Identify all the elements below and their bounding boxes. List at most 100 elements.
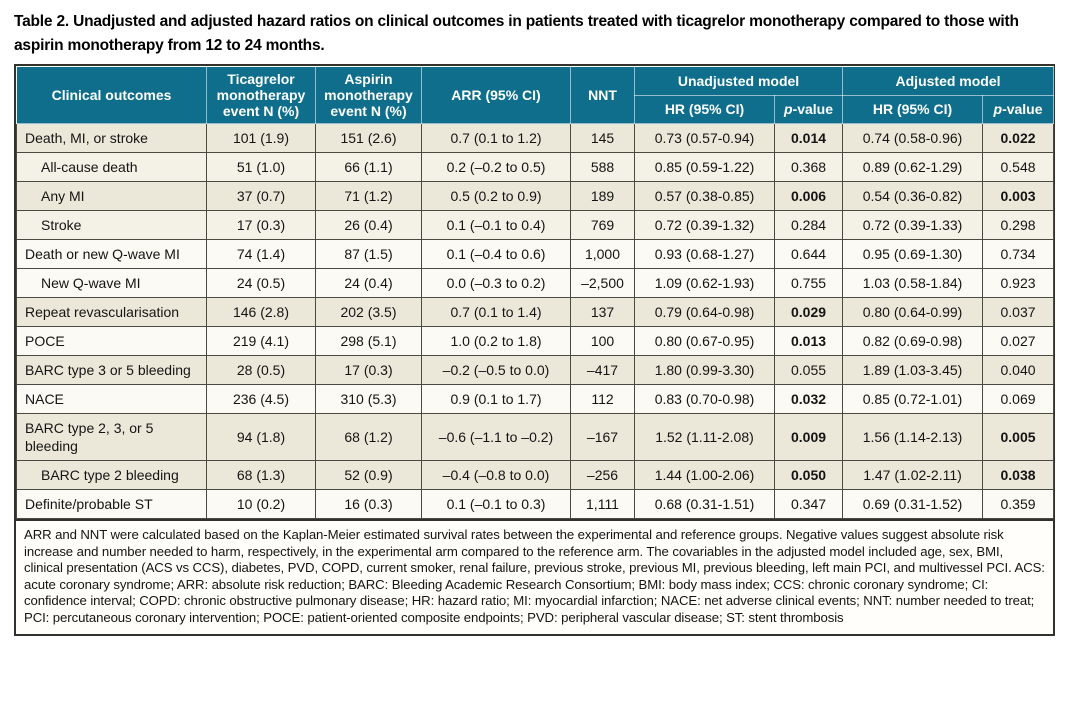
- cell-arr: 0.1 (–0.1 to 0.3): [421, 489, 571, 519]
- cell-ticagrelor-events: 68 (1.3): [206, 460, 316, 490]
- cell-nnt: 145: [570, 123, 635, 153]
- col-header-ticagrelor-monotherapy: Ticagrelor monotherapy event N (%): [206, 66, 316, 124]
- cell-adjusted-p-value: 0.548: [982, 152, 1055, 182]
- cell-aspirin-events: 16 (0.3): [315, 489, 422, 519]
- cell-arr: 0.9 (0.1 to 1.7): [421, 384, 571, 414]
- cell-adjusted-hr: 0.72 (0.39-1.33): [842, 210, 984, 240]
- table-row: New Q-wave MI 24 (0.5) 24 (0.4) 0.0 (–0.3 t…: [16, 268, 1055, 298]
- cell-adjusted-p-value: 0.037: [982, 297, 1055, 327]
- cell-outcome: BARC type 2 bleeding: [16, 460, 207, 490]
- cell-aspirin-events: 87 (1.5): [315, 239, 422, 269]
- cell-adjusted-p-value: 0.038: [982, 460, 1055, 490]
- cell-nnt: –417: [570, 355, 635, 385]
- cell-unadjusted-hr: 0.93 (0.68-1.27): [634, 239, 775, 269]
- cell-ticagrelor-events: 10 (0.2): [206, 489, 316, 519]
- cell-aspirin-events: 66 (1.1): [315, 152, 422, 182]
- cell-adjusted-hr: 1.47 (1.02-2.11): [842, 460, 984, 490]
- cell-aspirin-events: 24 (0.4): [315, 268, 422, 298]
- cell-arr: –0.6 (–1.1 to –0.2): [421, 413, 571, 461]
- table-row: POCE 219 (4.1) 298 (5.1) 1.0 (0.2 to 1.8) 10…: [16, 326, 1055, 356]
- cell-unadjusted-hr: 0.68 (0.31-1.51): [634, 489, 775, 519]
- cell-adjusted-p-value: 0.734: [982, 239, 1055, 269]
- cell-unadjusted-hr: 0.57 (0.38-0.85): [634, 181, 775, 211]
- cell-arr: 1.0 (0.2 to 1.8): [421, 326, 571, 356]
- table-row: All-cause death 51 (1.0) 66 (1.1) 0.2 (–0.2…: [16, 152, 1055, 182]
- cell-adjusted-hr: 0.82 (0.69-0.98): [842, 326, 984, 356]
- cell-unadjusted-p-value: 0.368: [773, 152, 844, 182]
- col-header-clinical-outcomes: Clinical outcomes: [16, 66, 207, 124]
- cell-adjusted-hr: 1.89 (1.03-3.45): [842, 355, 984, 385]
- cell-adjusted-p-value: 0.359: [982, 489, 1055, 519]
- cell-arr: –0.4 (–0.8 to 0.0): [421, 460, 571, 490]
- table-row: Any MI 37 (0.7) 71 (1.2) 0.5 (0.2 to 0.9) 18…: [16, 181, 1055, 211]
- cell-aspirin-events: 52 (0.9): [315, 460, 422, 490]
- cell-outcome: New Q-wave MI: [16, 268, 207, 298]
- col-header-adjusted-hr: HR (95% CI): [842, 94, 984, 124]
- p-value-rest: -value: [1002, 101, 1043, 118]
- cell-adjusted-hr: 0.89 (0.62-1.29): [842, 152, 984, 182]
- cell-unadjusted-hr: 1.52 (1.11-2.08): [634, 413, 775, 461]
- cell-adjusted-p-value: 0.069: [982, 384, 1055, 414]
- cell-unadjusted-p-value: 0.055: [773, 355, 844, 385]
- cell-aspirin-events: 68 (1.2): [315, 413, 422, 461]
- cell-unadjusted-p-value: 0.755: [773, 268, 844, 298]
- cell-adjusted-hr: 0.54 (0.36-0.82): [842, 181, 984, 211]
- cell-adjusted-p-value: 0.923: [982, 268, 1055, 298]
- cell-aspirin-events: 26 (0.4): [315, 210, 422, 240]
- cell-ticagrelor-events: 37 (0.7): [206, 181, 316, 211]
- cell-aspirin-events: 71 (1.2): [315, 181, 422, 211]
- col-group-adjusted-model: Adjusted model: [842, 66, 1055, 96]
- col-header-unadjusted-p-value: p-value: [773, 94, 844, 124]
- col-header-unadjusted-hr: HR (95% CI): [634, 94, 775, 124]
- cell-outcome: BARC type 2, 3, or 5 bleeding: [16, 413, 207, 461]
- cell-unadjusted-hr: 0.85 (0.59-1.22): [634, 152, 775, 182]
- table-row: Repeat revascularisation 146 (2.8) 202 (3.…: [16, 297, 1055, 327]
- cell-aspirin-events: 310 (5.3): [315, 384, 422, 414]
- cell-outcome: NACE: [16, 384, 207, 414]
- cell-arr: 0.2 (–0.2 to 0.5): [421, 152, 571, 182]
- cell-ticagrelor-events: 51 (1.0): [206, 152, 316, 182]
- cell-outcome: Any MI: [16, 181, 207, 211]
- cell-nnt: –256: [570, 460, 635, 490]
- cell-aspirin-events: 151 (2.6): [315, 123, 422, 153]
- table-row: BARC type 3 or 5 bleeding 28 (0.5) 17 (0.3…: [16, 355, 1055, 385]
- col-header-adjusted-p-value: p-value: [982, 94, 1055, 124]
- p-value-rest: -value: [792, 101, 834, 118]
- cell-unadjusted-p-value: 0.014: [773, 123, 844, 153]
- cell-adjusted-hr: 1.56 (1.14-2.13): [842, 413, 984, 461]
- cell-unadjusted-hr: 0.72 (0.39-1.32): [634, 210, 775, 240]
- cell-unadjusted-hr: 1.09 (0.62-1.93): [634, 268, 775, 298]
- cell-unadjusted-p-value: 0.050: [773, 460, 844, 490]
- table-row: Definite/probable ST 10 (0.2) 16 (0.3) 0.1 …: [16, 489, 1055, 519]
- cell-ticagrelor-events: 17 (0.3): [206, 210, 316, 240]
- cell-outcome: Definite/probable ST: [16, 489, 207, 519]
- col-header-aspirin-monotherapy: Aspirin monotherapy event N (%): [315, 66, 422, 124]
- cell-arr: 0.1 (–0.4 to 0.6): [421, 239, 571, 269]
- cell-unadjusted-p-value: 0.029: [773, 297, 844, 327]
- cell-arr: 0.0 (–0.3 to 0.2): [421, 268, 571, 298]
- cell-adjusted-p-value: 0.027: [982, 326, 1055, 356]
- cell-outcome: Death or new Q-wave MI: [16, 239, 207, 269]
- cell-adjusted-p-value: 0.022: [982, 123, 1055, 153]
- cell-ticagrelor-events: 219 (4.1): [206, 326, 316, 356]
- cell-nnt: 112: [570, 384, 635, 414]
- cell-unadjusted-hr: 0.73 (0.57-0.94): [634, 123, 775, 153]
- table-row: NACE 236 (4.5) 310 (5.3) 0.9 (0.1 to 1.7) 11…: [16, 384, 1055, 414]
- p-value-italic-p: p: [993, 101, 1003, 118]
- col-header-arr: ARR (95% CI): [421, 66, 571, 124]
- table-footnote: ARR and NNT were calculated based on the…: [16, 519, 1053, 634]
- cell-nnt: 769: [570, 210, 635, 240]
- cell-unadjusted-hr: 0.80 (0.67-0.95): [634, 326, 775, 356]
- cell-outcome: Stroke: [16, 210, 207, 240]
- cell-arr: 0.7 (0.1 to 1.4): [421, 297, 571, 327]
- table-row: Death or new Q-wave MI 74 (1.4) 87 (1.5) 0.…: [16, 239, 1055, 269]
- cell-adjusted-hr: 0.95 (0.69-1.30): [842, 239, 984, 269]
- table-header: Clinical outcomes Ticagrelor monotherapy…: [16, 66, 1055, 124]
- table-row: BARC type 2 bleeding 68 (1.3) 52 (0.9) –0.4…: [16, 460, 1055, 490]
- cell-arr: 0.1 (–0.1 to 0.4): [421, 210, 571, 240]
- cell-unadjusted-p-value: 0.009: [773, 413, 844, 461]
- cell-outcome: All-cause death: [16, 152, 207, 182]
- cell-arr: 0.7 (0.1 to 1.2): [421, 123, 571, 153]
- cell-unadjusted-p-value: 0.284: [773, 210, 844, 240]
